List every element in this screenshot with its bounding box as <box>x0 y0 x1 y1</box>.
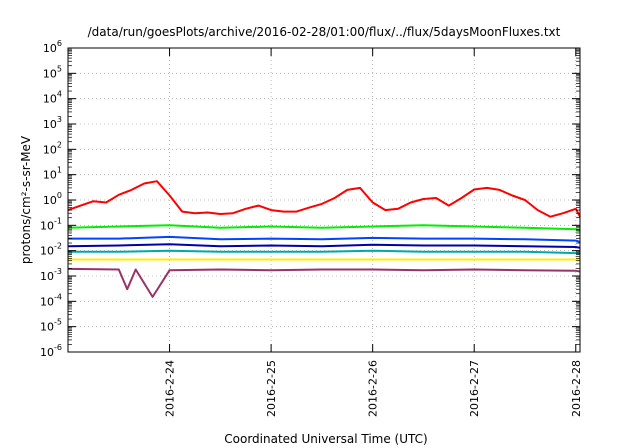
y-tick-label: 105 <box>43 64 62 80</box>
chart-title: /data/run/goesPlots/archive/2016-02-28/0… <box>88 25 561 39</box>
series-line-2 <box>67 224 581 232</box>
x-tick-label: 2016-2-24 <box>164 360 177 417</box>
y-tick-label: 10-5 <box>40 318 62 334</box>
y-tick-label: 102 <box>43 140 62 156</box>
x-tick-label: 2016-2-26 <box>367 360 380 417</box>
y-tick-label: 101 <box>43 166 62 182</box>
series-line-3 <box>68 235 581 243</box>
series-line-7 <box>67 267 581 298</box>
y-tick-label: 10-4 <box>40 292 62 308</box>
y-tick-label: 10-2 <box>40 242 62 258</box>
x-axis-label: Coordinated Universal Time (UTC) <box>224 432 427 446</box>
series-line-5 <box>68 249 580 255</box>
x-tick-label: 2016-2-27 <box>468 360 481 417</box>
x-tick-label: 2016-2-28 <box>570 360 583 417</box>
y-tick-label: 106 <box>43 39 62 55</box>
y-tick-label: 10-3 <box>40 267 62 283</box>
x-tick-label: 2016-2-25 <box>265 360 278 417</box>
y-tick-label: 10-1 <box>40 216 62 232</box>
axis-ticks: 10-6 10-5 10-4 10-3 10-2 10-1 100 101 102 103 104 1… <box>40 39 583 417</box>
series-group <box>67 180 581 298</box>
series-line-1 <box>67 180 581 218</box>
y-axis-label: protons/cm²-s-sr-MeV <box>19 135 33 264</box>
series-line-4 <box>67 243 581 249</box>
y-tick-label: 104 <box>43 90 62 106</box>
y-tick-label: 100 <box>43 191 62 207</box>
y-tick-label: 103 <box>43 115 62 131</box>
y-tick-label: 10-6 <box>40 343 62 359</box>
